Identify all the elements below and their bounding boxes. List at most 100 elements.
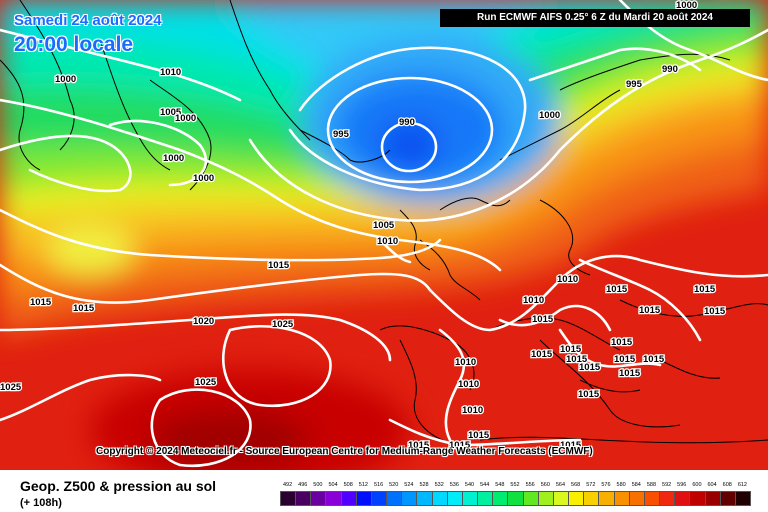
legend-tick-label: 520 (389, 482, 399, 488)
legend-tick-label: 492 (282, 482, 293, 488)
legend-swatch (704, 491, 721, 506)
isobar-label: 1010 (455, 357, 476, 368)
legend-swatch (719, 491, 736, 506)
isobar-label: 1015 (639, 305, 661, 316)
legend-tick-label: 548 (495, 482, 505, 488)
isobar-label: 1015 (643, 354, 665, 365)
legend-tick-label: 500 (313, 482, 323, 488)
isobar-label: 995 (626, 79, 643, 90)
isobar-label: 1000 (539, 110, 560, 121)
legend-swatch (734, 491, 751, 506)
legend-tick-label: 532 (434, 482, 444, 488)
isobar-label: 1000 (163, 153, 184, 164)
legend-swatch (537, 491, 554, 506)
legend-swatch (355, 491, 372, 506)
legend-swatch (583, 491, 600, 506)
legend-swatch (568, 491, 585, 506)
legend-tick-label: 516 (373, 482, 384, 488)
legend-swatch (552, 491, 570, 506)
legend-swatch (431, 491, 448, 506)
product-title: Geop. Z500 & pression au sol (20, 478, 217, 494)
legend-tick-label: 544 (480, 482, 490, 488)
legend-swatch (280, 491, 297, 506)
isobar-label: 1015 (606, 284, 628, 295)
legend-swatch (461, 491, 479, 506)
copyright-notice: Copyright © 2024 Meteociel.fr - Source E… (96, 446, 593, 457)
isobar-label: 1015 (73, 303, 95, 314)
legend-tick-label: 596 (677, 482, 687, 488)
isobar-labels: 1000 1010 1005 1000 1000 1000 995 990 99… (0, 0, 727, 452)
legend-tick-label: 584 (631, 482, 641, 488)
legend-tick-label: 580 (616, 482, 626, 488)
isobar-label: 1025 (195, 377, 217, 388)
isobar-label: 1015 (579, 362, 601, 373)
isobar-label: 1010 (160, 67, 181, 78)
legend-swatch (386, 491, 403, 506)
legend-tick-label: 528 (419, 482, 429, 488)
model-run-label: Run ECMWF AIFS 0.25° 6 Z du Mardi 20 aoû… (440, 9, 750, 27)
coastlines (0, 0, 768, 446)
legend-tick-label: 600 (692, 482, 702, 488)
isobar-label: 1010 (377, 236, 398, 247)
legend-swatch (416, 491, 433, 506)
legend-tick-label: 604 (707, 482, 717, 488)
legend-tick-label: 504 (328, 482, 338, 488)
legend-tick-label: 564 (555, 482, 566, 488)
isobar-label: 1015 (614, 354, 636, 365)
lead-time: (+ 108h) (20, 497, 62, 509)
geopotential-fill (0, 0, 768, 470)
legend-tick-label: 572 (586, 482, 596, 488)
legend-swatch (643, 491, 661, 506)
isobar-label: 995 (333, 129, 350, 140)
isobar-label: 1000 (193, 173, 214, 184)
forecast-date: Samedi 24 août 2024 (14, 12, 162, 29)
isobar-label: 1025 (0, 382, 22, 393)
isobar-label: 1000 (175, 113, 196, 124)
isobar-label: 1015 (468, 430, 490, 441)
map-canvas: 1000 1010 1005 1000 1000 1000 995 990 99… (0, 0, 768, 470)
legend-tick-label: 592 (662, 482, 672, 488)
forecast-map: 1000 1010 1005 1000 1000 1000 995 990 99… (0, 0, 768, 470)
forecast-local-time: 20:00 locale (14, 33, 134, 56)
legend-swatch (628, 491, 645, 506)
legend-swatch (674, 491, 691, 506)
isobar-label: 1015 (532, 314, 554, 325)
legend-swatch (659, 491, 676, 506)
isobar-label: 1015 (531, 349, 553, 360)
legend-tick-label: 612 (737, 482, 747, 488)
isobar-label: 1015 (449, 440, 471, 451)
isobar-label: 1015 (408, 440, 430, 451)
legend-tick-label: 508 (343, 482, 353, 488)
legend-tick-label: 588 (646, 482, 657, 488)
legend-tick-label: 540 (464, 482, 475, 488)
isobar-label: 990 (399, 117, 415, 128)
legend-tick-label: 576 (601, 482, 611, 488)
isobar-label: 1015 (566, 354, 588, 365)
isobar-label: 1015 (560, 344, 582, 355)
isobar-label: 1010 (462, 405, 483, 416)
legend-swatch (340, 491, 357, 506)
legend-swatch (295, 491, 312, 506)
legend-tick-label: 560 (540, 482, 550, 488)
isobar-label: 1005 (373, 220, 395, 231)
isobar-label: 1010 (523, 295, 544, 306)
color-legend: 492 496 500 504 508 512 516 520 524 528 532 536 540 5… (280, 482, 751, 508)
legend-tick-label: 496 (298, 482, 308, 488)
isobar-label: 990 (662, 64, 678, 75)
legend-swatch (310, 491, 327, 506)
legend-tick-label: 568 (571, 482, 581, 488)
isobar-label: 1015 (30, 297, 52, 308)
isobar-label: 1005 (160, 107, 182, 118)
isobar-label: 1010 (557, 274, 578, 285)
legend-tick-label: 512 (358, 482, 368, 488)
isobar-label: 1010 (458, 379, 479, 390)
legend-swatch (370, 491, 388, 506)
legend-tick-label: 524 (404, 482, 414, 488)
isobar-label: 1025 (272, 319, 294, 330)
legend-swatch (613, 491, 630, 506)
legend-tick-label: 556 (525, 482, 535, 488)
isobar-label: 1015 (578, 389, 600, 400)
isobar-label: 1015 (560, 440, 582, 451)
isobar-label: 1015 (611, 337, 633, 348)
